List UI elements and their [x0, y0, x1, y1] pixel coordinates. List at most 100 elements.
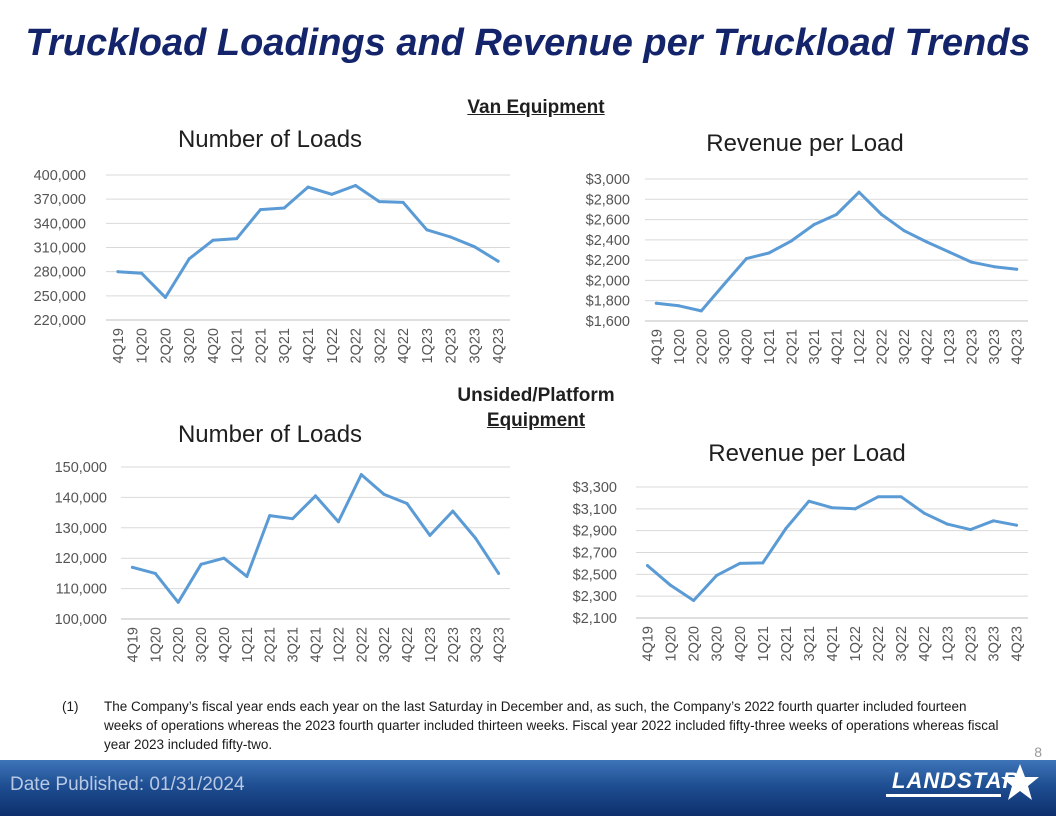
data-point — [902, 229, 906, 233]
data-point — [789, 239, 793, 243]
x-tick-label: 3Q20 — [710, 626, 726, 661]
data-point — [922, 511, 926, 515]
x-tick-label: 4Q22 — [917, 626, 933, 661]
y-tick-label: 140,000 — [55, 490, 107, 506]
y-tick-label: 250,000 — [34, 289, 86, 305]
van-loads-title: Number of Loads — [177, 126, 363, 153]
y-tick-label: $2,400 — [586, 233, 630, 249]
data-point — [654, 301, 658, 305]
x-tick-label: 1Q20 — [135, 328, 151, 363]
y-tick-label: $2,700 — [573, 546, 617, 562]
y-tick-label: $2,900 — [573, 524, 617, 540]
x-tick-label: 1Q21 — [240, 627, 256, 662]
x-tick-label: 4Q19 — [111, 328, 127, 363]
x-tick-label: 3Q21 — [807, 329, 823, 364]
x-tick-label: 1Q21 — [756, 626, 772, 661]
x-tick-label: 3Q22 — [372, 328, 388, 363]
data-point — [176, 600, 180, 604]
x-tick-label: 2Q20 — [694, 329, 710, 364]
x-tick-label: 4Q22 — [396, 328, 412, 363]
x-tick-label: 4Q22 — [920, 329, 936, 364]
x-tick-label: 2Q22 — [349, 328, 365, 363]
data-point — [646, 564, 650, 568]
data-point — [291, 517, 295, 521]
data-point — [1014, 523, 1018, 527]
x-tick-label: 3Q21 — [277, 328, 293, 363]
y-tick-label: $2,500 — [573, 567, 617, 583]
x-tick-label: 3Q22 — [894, 626, 910, 661]
x-tick-label: 2Q22 — [875, 329, 891, 364]
data-point — [853, 507, 857, 511]
data-point — [699, 309, 703, 313]
x-tick-label: 1Q23 — [423, 627, 439, 662]
data-point — [945, 522, 949, 526]
x-tick-label: 4Q21 — [830, 329, 846, 364]
x-tick-label: 1Q22 — [331, 627, 347, 662]
data-point — [314, 494, 317, 498]
x-tick-label: 4Q20 — [739, 329, 755, 364]
x-tick-label: 2Q22 — [871, 626, 887, 661]
page-title: Truckload Loadings and Revenue per Truck… — [25, 22, 1031, 64]
x-tick-label: 3Q23 — [987, 329, 1003, 364]
data-point — [354, 183, 358, 187]
logo-underline — [886, 794, 1001, 797]
unsided-revenue-title: Revenue per Load — [708, 440, 906, 467]
x-tick-label: 3Q20 — [717, 329, 733, 364]
x-tick-label: 4Q19 — [125, 627, 141, 662]
data-point — [835, 213, 838, 216]
data-point — [187, 257, 191, 261]
star-icon — [1001, 764, 1039, 800]
footnote-text: The Company’s fiscal year ends each year… — [104, 699, 999, 752]
x-tick-label: 4Q20 — [733, 626, 749, 661]
x-tick-label: 4Q23 — [491, 328, 507, 363]
x-tick-label: 3Q20 — [194, 627, 210, 662]
data-point — [807, 499, 811, 503]
x-tick-label: 2Q21 — [779, 626, 795, 661]
data-point — [382, 492, 386, 496]
data-point — [876, 495, 880, 499]
y-tick-label: 110,000 — [56, 582, 107, 598]
y-tick-label: 120,000 — [55, 551, 107, 567]
data-point — [968, 528, 972, 532]
x-tick-label: 4Q23 — [1010, 329, 1026, 364]
x-tick-label: 4Q21 — [825, 626, 841, 661]
data-point — [405, 501, 409, 505]
x-tick-label: 1Q20 — [148, 627, 164, 662]
data-point — [306, 185, 310, 189]
data-point — [880, 213, 884, 216]
y-tick-label: $2,000 — [586, 273, 630, 289]
x-tick-label: 4Q22 — [400, 627, 416, 662]
y-tick-label: 130,000 — [55, 521, 107, 537]
data-point — [947, 250, 951, 254]
data-point — [425, 228, 429, 232]
data-point — [677, 304, 681, 308]
footer-bar: Date Published: 01/31/2024 LANDSTAR — [0, 760, 1056, 816]
data-point — [377, 200, 381, 204]
x-tick-label: 2Q23 — [965, 329, 981, 364]
y-tick-label: $3,300 — [573, 480, 617, 496]
data-point — [268, 514, 272, 518]
data-point — [715, 573, 719, 577]
unsided-equipment-label: Unsided/Platform Equipment — [436, 385, 636, 432]
data-point — [258, 208, 262, 212]
data-point — [970, 260, 974, 264]
x-tick-label: 3Q23 — [467, 328, 483, 363]
x-tick-label: 2Q20 — [687, 626, 703, 661]
data-point — [925, 240, 929, 244]
data-point — [784, 526, 788, 530]
x-tick-label: 1Q23 — [942, 329, 958, 364]
x-tick-label: 4Q19 — [649, 329, 665, 364]
data-point — [336, 520, 340, 524]
x-tick-label: 4Q23 — [492, 627, 508, 662]
x-tick-label: 4Q21 — [301, 328, 317, 363]
x-tick-label: 2Q21 — [784, 329, 800, 364]
data-point — [991, 519, 995, 523]
x-tick-label: 3Q23 — [469, 627, 485, 662]
y-tick-label: $1,600 — [586, 314, 630, 330]
data-point — [449, 235, 453, 239]
x-tick-label: 1Q20 — [672, 329, 688, 364]
y-tick-label: 310,000 — [34, 241, 86, 257]
data-point — [474, 536, 478, 540]
